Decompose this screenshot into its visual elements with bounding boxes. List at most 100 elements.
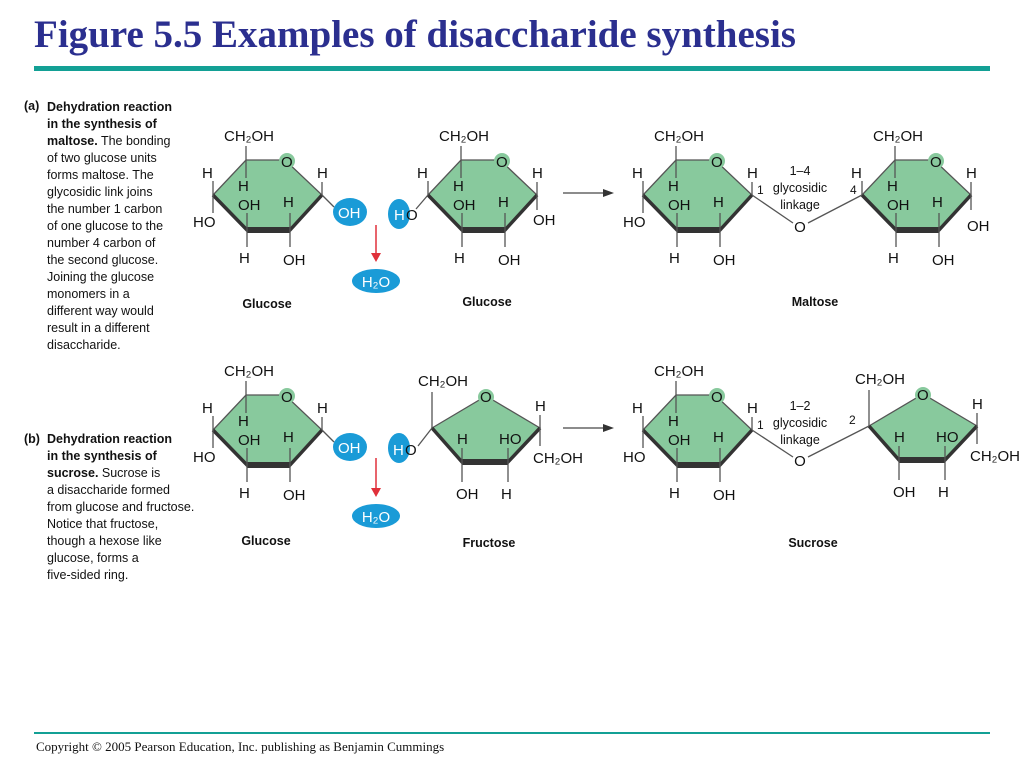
caption-line: Notice that fructose,: [47, 516, 194, 533]
ring-o-gap: [494, 153, 510, 169]
reaction-arrow-head: [603, 424, 614, 432]
atom-label: H: [535, 398, 546, 415]
caption-bold: in the synthesis of: [47, 449, 157, 463]
atom-label: H: [238, 178, 249, 195]
caption-text: number 4 carbon of: [47, 236, 156, 250]
ring-oxygen: O: [711, 154, 723, 171]
ring-o-gap: [279, 153, 295, 169]
caption-text: forms maltose. The: [47, 168, 154, 182]
caption-text: Sucrose is: [98, 466, 161, 480]
caption-line: the number 1 carbon: [47, 201, 172, 218]
caption-line: a disaccharide formed: [47, 482, 194, 499]
atom-label: O: [406, 207, 418, 224]
glucose-ring: [427, 159, 538, 231]
caption-line: sucrose. Sucrose is: [47, 465, 194, 482]
ch2oh-label: CH₂OH: [970, 448, 1020, 465]
glucose-ring: [861, 159, 972, 231]
caption-line: different way would: [47, 303, 172, 320]
atom-label: H: [457, 431, 468, 448]
ring-oxygen: O: [281, 389, 293, 406]
bond: [807, 425, 870, 458]
atom-label: H: [283, 194, 294, 211]
ch2oh-label: CH₂OH: [654, 363, 704, 380]
atom-label: OH: [713, 252, 736, 269]
carbon-number: 1: [757, 418, 764, 432]
caption-text: different way would: [47, 304, 154, 318]
atom-label: OH: [498, 252, 521, 269]
caption-text: from glucose and fructose.: [47, 500, 195, 514]
caption-text: glucose, forms a: [47, 551, 139, 565]
atom-label: O: [405, 442, 417, 459]
glucose-ring: [212, 394, 323, 466]
atom-label: H: [498, 194, 509, 211]
atom-label: H: [417, 165, 428, 182]
atom-label: OH: [533, 212, 556, 229]
panel-a-tag: (a): [24, 99, 40, 113]
copyright: Copyright © 2005 Pearson Education, Inc.…: [36, 739, 445, 754]
caption-line: Joining the glucose: [47, 269, 172, 286]
caption-text: glycosidic link joins: [47, 185, 153, 199]
atom-label: H: [887, 178, 898, 195]
atom-label: H: [202, 165, 213, 182]
atom-label: H: [668, 178, 679, 195]
ring-o-gap: [928, 153, 944, 169]
atom-label: H: [454, 250, 465, 267]
caption-line: monomers in a: [47, 286, 172, 303]
ring-oxygen: O: [917, 387, 929, 404]
panel-b-tag: (b): [24, 432, 40, 446]
released-hydroxyl-bubble: [333, 433, 367, 461]
ring-oxygen: O: [496, 154, 508, 171]
caption-bold: Dehydration reaction: [47, 432, 173, 446]
bond: [751, 429, 794, 458]
atom-label: H: [239, 250, 250, 267]
atom-label: OH: [453, 197, 476, 214]
ring-oxygen: O: [480, 389, 492, 406]
atom-label: OH: [283, 252, 306, 269]
atom-label: OH: [238, 432, 261, 449]
caption-line: the second glucose.: [47, 252, 172, 269]
atom-label: OH: [668, 197, 691, 214]
caption-line: number 4 carbon of: [47, 235, 172, 252]
caption-line: though a hexose like: [47, 533, 194, 550]
caption-line: glycosidic link joins: [47, 184, 172, 201]
ring-o-gap: [709, 388, 725, 404]
atom-label: HO: [193, 214, 216, 231]
atom-label: H: [747, 400, 758, 417]
water-bubble: [352, 269, 400, 293]
caption-line: glucose, forms a: [47, 550, 194, 567]
caption-text: the number 1 carbon: [47, 202, 163, 216]
bond: [321, 194, 335, 208]
ch2oh-label: CH₂OH: [224, 128, 274, 145]
glucose-ring: [642, 394, 753, 466]
panel-a-caption: Dehydration reaction in the synthesis of m…: [47, 99, 172, 354]
atom-label: H: [669, 250, 680, 267]
caption-line: of two glucose units: [47, 150, 172, 167]
released-hydroxyl: OH: [338, 205, 361, 222]
atom-label: H: [668, 413, 679, 430]
caption-bold: Dehydration reaction: [47, 100, 173, 114]
atom-label: OH: [668, 432, 691, 449]
caption-line: of one glucose to the: [47, 218, 172, 235]
atom-label: H: [453, 178, 464, 195]
caption-text: a disaccharide formed: [47, 483, 170, 497]
released-hydroxyl-bubble: [333, 198, 367, 226]
caption-bold: sucrose.: [47, 466, 99, 480]
atom-label: OH: [713, 487, 736, 504]
atom-label: H: [632, 400, 643, 417]
atom-label: H: [966, 165, 977, 182]
atom-label: HO: [499, 431, 522, 448]
atom-label: H: [632, 165, 643, 182]
atom-label: H: [747, 165, 758, 182]
ch2oh-label: CH₂OH: [418, 373, 468, 390]
atom-label: OH: [456, 486, 479, 503]
ch2oh-label: CH₂OH: [855, 371, 905, 388]
glucose-ring: [642, 159, 753, 231]
atom-label: OH: [893, 484, 916, 501]
ring-oxygen: O: [930, 154, 942, 171]
atom-label: H: [317, 400, 328, 417]
linkage-label: linkage: [780, 198, 820, 212]
atom-label: H: [972, 396, 983, 413]
caption-text: of one glucose to the: [47, 219, 164, 233]
molecule-name: Glucose: [462, 295, 511, 309]
